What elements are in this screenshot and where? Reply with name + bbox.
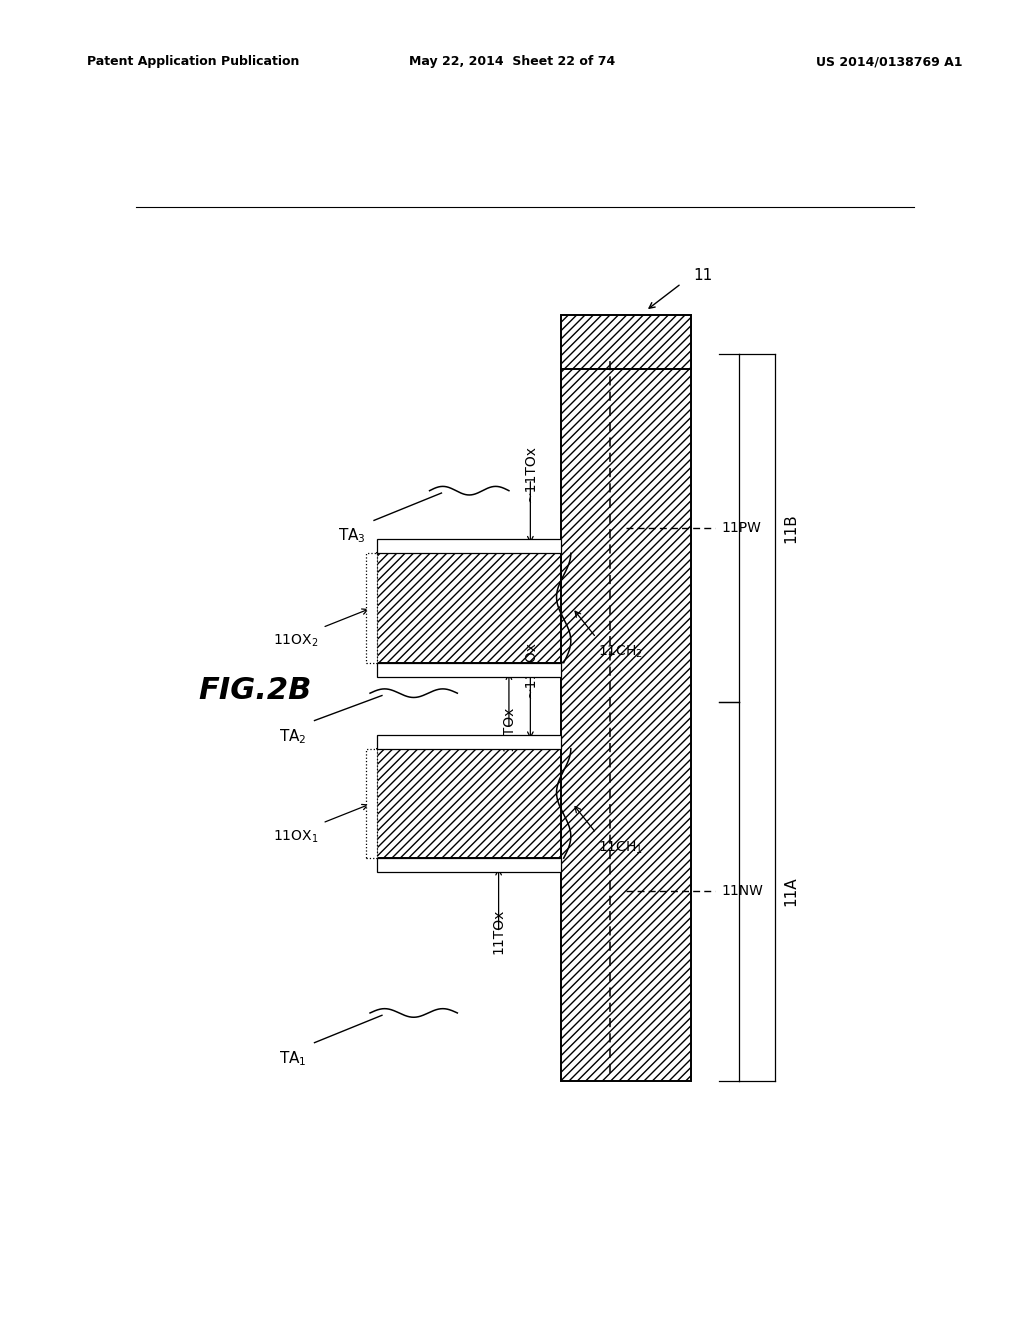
Bar — [377, 539, 560, 553]
Text: 11NW: 11NW — [722, 884, 764, 899]
Text: 11A: 11A — [783, 876, 798, 907]
Text: 11TOx: 11TOx — [492, 909, 506, 954]
Text: 11TOx: 11TOx — [502, 706, 516, 751]
Text: 11B: 11B — [783, 513, 798, 543]
Text: FIG.2B: FIG.2B — [199, 676, 311, 705]
Text: 11CH$_2$: 11CH$_2$ — [598, 644, 643, 660]
Bar — [560, 314, 691, 370]
Text: TA$_1$: TA$_1$ — [279, 1049, 306, 1068]
Text: 11CH$_1$: 11CH$_1$ — [598, 840, 643, 855]
Text: 11: 11 — [693, 268, 713, 284]
Bar — [377, 553, 560, 663]
Bar — [377, 663, 560, 677]
Text: May 22, 2014  Sheet 22 of 74: May 22, 2014 Sheet 22 of 74 — [409, 55, 615, 69]
Text: 11OX$_2$: 11OX$_2$ — [273, 634, 318, 649]
Text: ~11TOx: ~11TOx — [523, 642, 538, 698]
Text: TA$_2$: TA$_2$ — [279, 727, 306, 746]
Bar — [377, 735, 560, 748]
Bar — [367, 553, 377, 663]
Text: TA$_3$: TA$_3$ — [338, 527, 367, 545]
Bar — [377, 748, 560, 858]
Bar — [560, 354, 691, 1081]
Bar — [377, 858, 560, 873]
Text: ~11TOx: ~11TOx — [523, 445, 538, 503]
Bar — [367, 748, 377, 858]
Text: 11PW: 11PW — [722, 521, 762, 535]
Text: US 2014/0138769 A1: US 2014/0138769 A1 — [816, 55, 963, 69]
Text: Patent Application Publication: Patent Application Publication — [87, 55, 299, 69]
Text: 11OX$_1$: 11OX$_1$ — [273, 829, 318, 845]
